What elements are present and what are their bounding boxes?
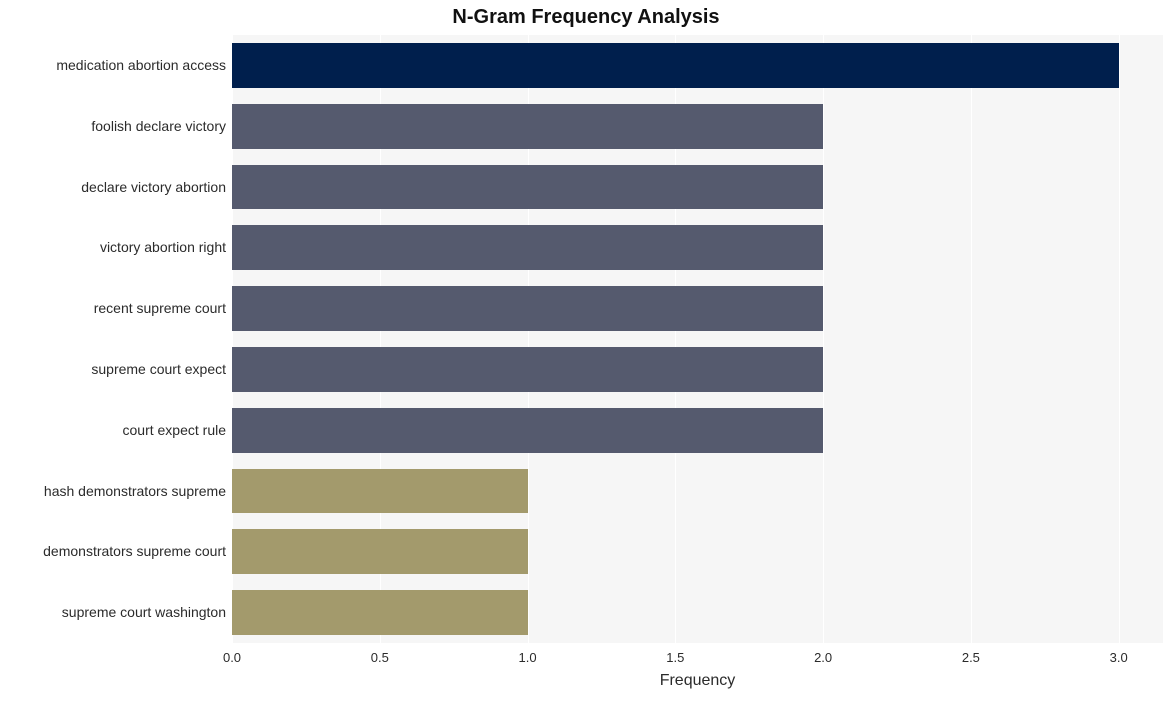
gridline — [1119, 35, 1120, 643]
y-tick-label: recent supreme court — [0, 300, 226, 316]
gridline — [971, 35, 972, 643]
x-tick-label: 2.5 — [962, 650, 980, 665]
x-tick-label: 0.0 — [223, 650, 241, 665]
bar — [232, 347, 823, 392]
y-tick-label: medication abortion access — [0, 57, 226, 73]
bar — [232, 286, 823, 331]
x-tick-label: 1.0 — [519, 650, 537, 665]
x-tick-label: 0.5 — [371, 650, 389, 665]
x-tick-label: 3.0 — [1110, 650, 1128, 665]
bar — [232, 408, 823, 453]
ngram-frequency-chart: N-Gram Frequency Analysis medication abo… — [0, 0, 1172, 701]
bar — [232, 225, 823, 270]
y-tick-label: hash demonstrators supreme — [0, 483, 226, 499]
bar — [232, 165, 823, 210]
bar — [232, 529, 528, 574]
plot-area — [232, 35, 1163, 643]
gridline — [823, 35, 824, 643]
y-tick-label: court expect rule — [0, 422, 226, 438]
y-tick-label: declare victory abortion — [0, 179, 226, 195]
y-tick-label: foolish declare victory — [0, 118, 226, 134]
x-tick-label: 2.0 — [814, 650, 832, 665]
chart-title: N-Gram Frequency Analysis — [0, 6, 1172, 29]
bar — [232, 43, 1119, 88]
bar — [232, 590, 528, 635]
x-axis-label: Frequency — [232, 672, 1163, 690]
bar — [232, 104, 823, 149]
y-tick-label: supreme court washington — [0, 604, 226, 620]
y-tick-label: demonstrators supreme court — [0, 543, 226, 559]
bar — [232, 469, 528, 514]
y-tick-label: supreme court expect — [0, 361, 226, 377]
y-tick-label: victory abortion right — [0, 239, 226, 255]
x-tick-label: 1.5 — [666, 650, 684, 665]
